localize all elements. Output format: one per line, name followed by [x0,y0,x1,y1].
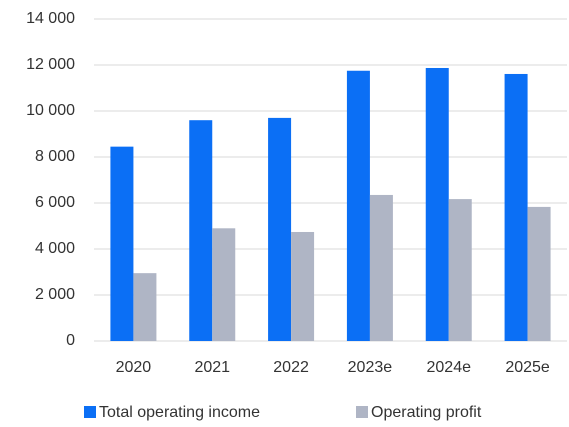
x-tick-label: 2024e [427,359,472,376]
y-tick-label: 10 000 [26,102,75,119]
x-tick-label: 2021 [194,359,230,376]
y-tick-label: 14 000 [26,10,75,27]
bar [110,146,134,341]
x-tick-label: 2020 [116,359,152,376]
x-tick-label: 2023e [348,359,393,376]
bar [133,273,157,341]
legend-label: Operating profit [371,404,482,421]
bar [291,231,315,341]
bar [425,67,449,342]
legend-swatch [356,406,368,418]
bar [448,199,472,341]
bar [527,206,551,341]
y-tick-label: 0 [66,332,75,349]
bar [212,228,236,341]
legend-label: Total operating income [99,404,260,421]
x-tick-label: 2022 [273,359,309,376]
y-tick-label: 4 000 [35,240,75,257]
y-tick-label: 6 000 [35,194,75,211]
bar [189,120,213,341]
bar [346,70,370,341]
y-tick-label: 12 000 [26,56,75,73]
y-tick-label: 8 000 [35,148,75,165]
bar [268,117,292,342]
bar [369,194,393,341]
bar [504,73,528,341]
y-tick-label: 2 000 [35,286,75,303]
legend-swatch [84,406,96,418]
x-tick-label: 2025e [505,359,550,376]
